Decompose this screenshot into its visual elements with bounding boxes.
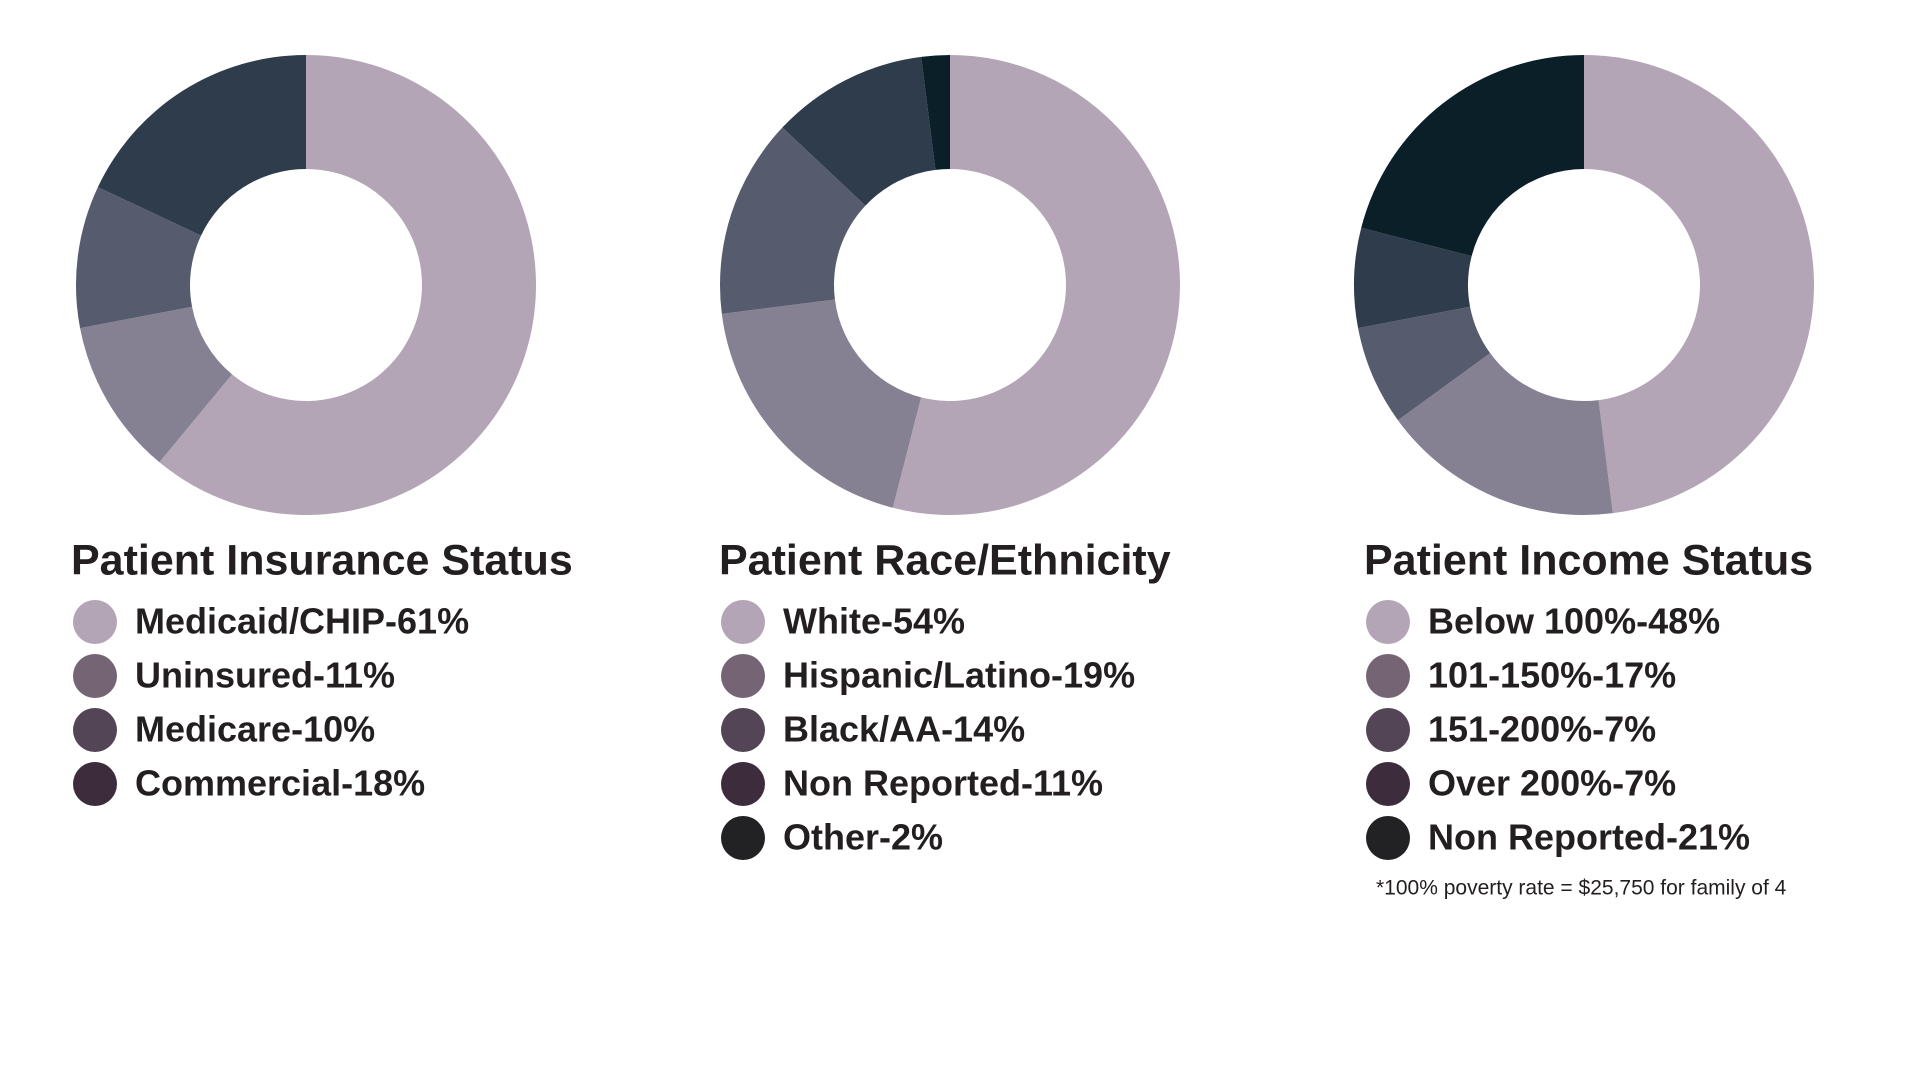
donut-slice bbox=[1397, 353, 1613, 515]
legend-swatch bbox=[73, 762, 117, 806]
footnote: *100% poverty rate = $25,750 for family … bbox=[1376, 877, 1787, 900]
donut-slice bbox=[97, 55, 307, 236]
legend-label: White-54% bbox=[783, 601, 965, 642]
legend-label: Non Reported-11% bbox=[783, 763, 1103, 804]
donut-slice bbox=[1358, 306, 1491, 421]
legend-swatch bbox=[73, 600, 117, 644]
legend-label: 151-200%-7% bbox=[1428, 709, 1656, 750]
legend-label: Black/AA-14% bbox=[783, 709, 1025, 750]
donut-slice bbox=[1584, 55, 1815, 514]
legend-swatch bbox=[73, 708, 117, 752]
legend-swatch bbox=[721, 762, 765, 806]
legend-label: Hispanic/Latino-19% bbox=[783, 655, 1135, 696]
legend-swatch bbox=[721, 600, 765, 644]
legend-swatch bbox=[721, 708, 765, 752]
legend-label: Medicare-10% bbox=[135, 709, 375, 750]
donut-slice bbox=[159, 55, 537, 515]
donut-slice bbox=[76, 187, 202, 329]
donut-slice bbox=[1353, 227, 1472, 329]
legend-swatch bbox=[1366, 762, 1410, 806]
legend-label: Uninsured-11% bbox=[135, 655, 395, 696]
legend-swatch bbox=[1366, 708, 1410, 752]
chart-title: Patient Insurance Status bbox=[71, 536, 573, 584]
donut-slice bbox=[721, 299, 922, 508]
donut-slice bbox=[720, 127, 866, 314]
legend-swatch bbox=[721, 816, 765, 860]
chart-title: Patient Income Status bbox=[1364, 536, 1813, 584]
chart-title: Patient Race/Ethnicity bbox=[719, 536, 1171, 584]
legend-label: Non Reported-21% bbox=[1428, 817, 1750, 858]
donut-slice bbox=[782, 56, 936, 206]
donut-slice bbox=[892, 55, 1180, 515]
donut-slice bbox=[921, 55, 950, 170]
legend-label: Over 200%-7% bbox=[1428, 763, 1676, 804]
legend-label: Below 100%-48% bbox=[1428, 601, 1720, 642]
legend-swatch bbox=[1366, 816, 1410, 860]
donut-slice bbox=[80, 306, 233, 463]
donut-slice bbox=[1361, 55, 1584, 257]
legend-label: Other-2% bbox=[783, 817, 943, 858]
legend-swatch bbox=[1366, 600, 1410, 644]
legend-label: Medicaid/CHIP-61% bbox=[135, 601, 469, 642]
legend-swatch bbox=[1366, 654, 1410, 698]
legend-label: Commercial-18% bbox=[135, 763, 425, 804]
legend-label: 101-150%-17% bbox=[1428, 655, 1676, 696]
legend-swatch bbox=[73, 654, 117, 698]
legend-swatch bbox=[721, 654, 765, 698]
